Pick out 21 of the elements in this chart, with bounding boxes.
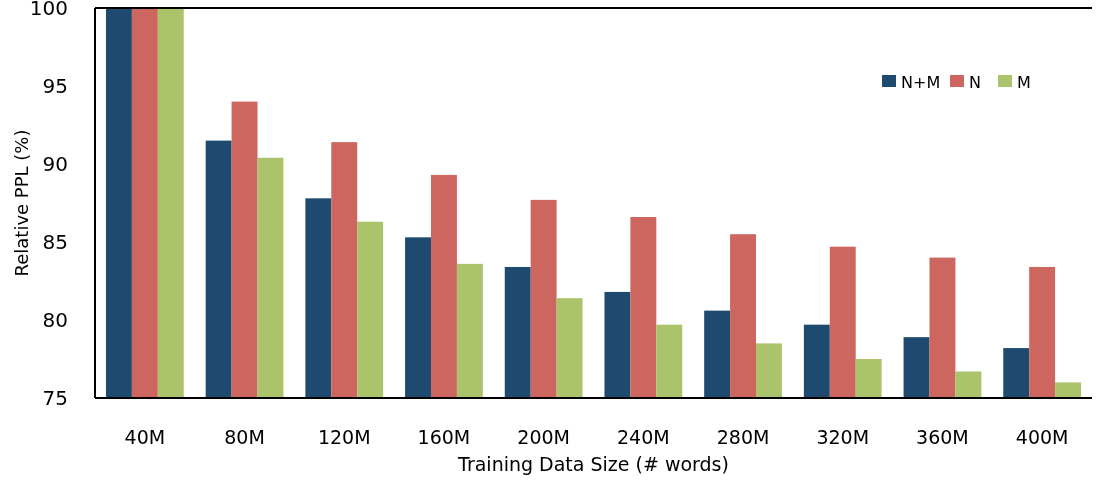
x-tick-label: 400M	[1015, 426, 1069, 448]
y-tick-label: 90	[42, 152, 68, 176]
x-tick-label: 80M	[224, 426, 265, 448]
x-tick-label: 120M	[317, 426, 371, 448]
x-tick-label: 40M	[124, 426, 166, 448]
y-tick-label: 100	[29, 0, 68, 20]
y-tick-label: 85	[42, 230, 68, 254]
x-tick-label: 240M	[617, 426, 670, 448]
y-tick-label: 80	[42, 308, 68, 332]
y-tick-label: 95	[42, 74, 68, 98]
x-tick-label: 360M	[916, 426, 969, 448]
y-axis-title: Relative PPL (%)	[11, 129, 32, 277]
legend-label: M	[1017, 72, 1031, 92]
x-tick-label: 320M	[816, 426, 870, 448]
legend-label: N	[969, 72, 981, 92]
y-tick-label: 75	[42, 386, 68, 410]
x-tick-label: 280M	[716, 426, 770, 448]
x-tick-label: 200M	[517, 426, 570, 448]
x-axis-title: Training Data Size (# words)	[457, 453, 729, 475]
legend-label: N+M	[901, 72, 941, 92]
x-tick-label: 160M	[417, 426, 471, 448]
